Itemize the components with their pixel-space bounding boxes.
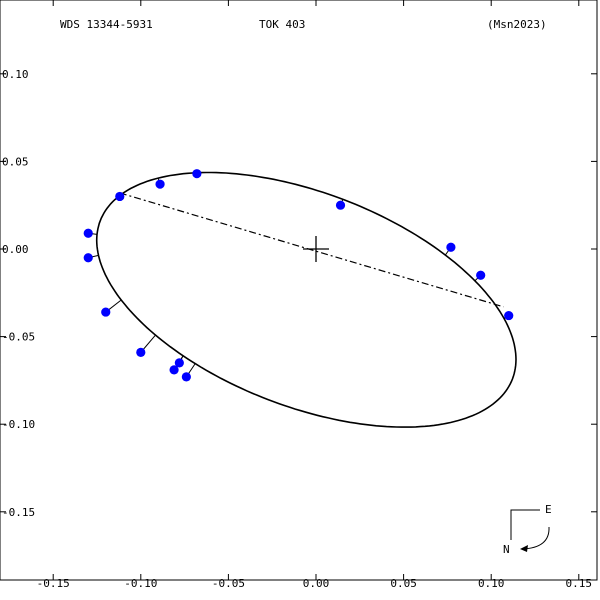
header-right: (Msn2023)	[487, 18, 547, 31]
x-tick-label: 0.05	[390, 577, 417, 590]
header-left: WDS 13344-5931	[60, 18, 153, 31]
y-tick-labels: 0.10 0.05 0.00 -0.05 -0.10 -0.15	[2, 68, 35, 519]
compass-axes	[510, 509, 540, 540]
observation-point	[83, 228, 93, 238]
compass: E N	[503, 503, 552, 556]
y-tick-label: -0.05	[2, 331, 35, 344]
residual-lines	[88, 172, 509, 378]
y-tick-label: 0.00	[2, 243, 29, 256]
compass-north-label: N	[503, 543, 510, 556]
observation-point	[155, 179, 165, 189]
x-tick-labels: -0.15 -0.10 -0.05 0.00 0.05 0.10 0.15	[37, 577, 592, 590]
y-tick-label: 0.10	[2, 68, 29, 81]
x-tick-label: 0.00	[303, 577, 330, 590]
observation-point	[174, 358, 184, 368]
x-tick-label: -0.05	[212, 577, 245, 590]
primary-star-cross	[303, 236, 329, 262]
observation-point	[476, 270, 486, 280]
observation-point	[115, 191, 125, 202]
orbit-ellipse	[95, 171, 517, 428]
observation-point	[83, 253, 93, 263]
header-center: TOK 403	[259, 18, 305, 31]
observation-point	[136, 347, 146, 357]
y-tick-label: -0.10	[2, 418, 35, 431]
x-tick-label: -0.15	[37, 577, 70, 590]
x-tick-label: -0.10	[124, 577, 157, 590]
axes-ticks	[0, 0, 597, 580]
observation-points	[83, 169, 514, 382]
x-tick-label: 0.15	[566, 577, 593, 590]
line-of-nodes	[119, 192, 504, 308]
observation-point	[504, 310, 514, 321]
compass-arrow	[521, 526, 550, 550]
observation-point	[181, 372, 191, 382]
y-tick-label: -0.15	[2, 506, 35, 519]
observation-point	[335, 200, 346, 210]
y-tick-label: 0.05	[2, 155, 29, 168]
compass-arrowhead-icon	[520, 545, 528, 552]
observation-point	[169, 365, 179, 375]
compass-east-label: E	[545, 503, 552, 516]
x-tick-label: 0.10	[478, 577, 505, 590]
observation-point	[446, 242, 456, 252]
observation-point	[101, 307, 111, 317]
plot-frame	[0, 0, 598, 581]
observation-point	[192, 169, 202, 179]
